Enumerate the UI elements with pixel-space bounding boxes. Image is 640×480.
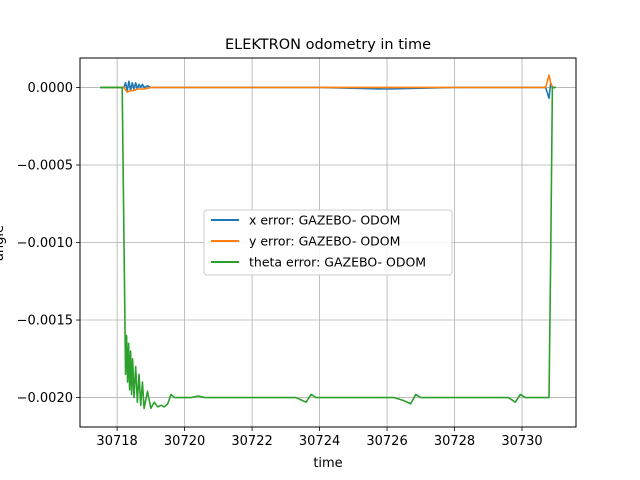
y-tick-label: −0.0015 <box>17 314 73 329</box>
legend-label-3: theta error: GAZEBO- ODOM <box>249 255 426 270</box>
axis-ticks: 30718 30720 30722 30724 30726 30728 30730 0.000… <box>17 81 543 449</box>
x-tick-label: 30726 <box>366 434 407 449</box>
x-tick-label: 30720 <box>164 434 205 449</box>
legend-label-2: y error: GAZEBO- ODOM <box>249 234 400 249</box>
series-line-3 <box>100 86 556 410</box>
y-tick-label: −0.0020 <box>17 391 73 406</box>
x-tick-label: 30728 <box>434 434 475 449</box>
x-tick-label: 30722 <box>231 434 272 449</box>
y-tick-label: −0.0010 <box>17 236 73 251</box>
x-tick-label: 30718 <box>96 434 137 449</box>
legend-label-1: x error: GAZEBO- ODOM <box>249 213 400 228</box>
x-axis-label: time <box>313 456 342 471</box>
series-line-2 <box>100 74 556 93</box>
plot-series <box>100 74 556 410</box>
chart-title: ELEKTRON odometry in time <box>225 37 431 53</box>
x-tick-label: 30730 <box>501 434 542 449</box>
legend-box <box>203 209 453 276</box>
y-tick-label: 0.0000 <box>28 81 74 96</box>
y-tick-label: −0.0005 <box>17 158 73 173</box>
x-tick-label: 30724 <box>299 434 340 449</box>
y-axis-label: angle <box>0 225 7 261</box>
legend: x error: GAZEBO- ODOM y error: GAZEBO- OD… <box>203 209 453 276</box>
